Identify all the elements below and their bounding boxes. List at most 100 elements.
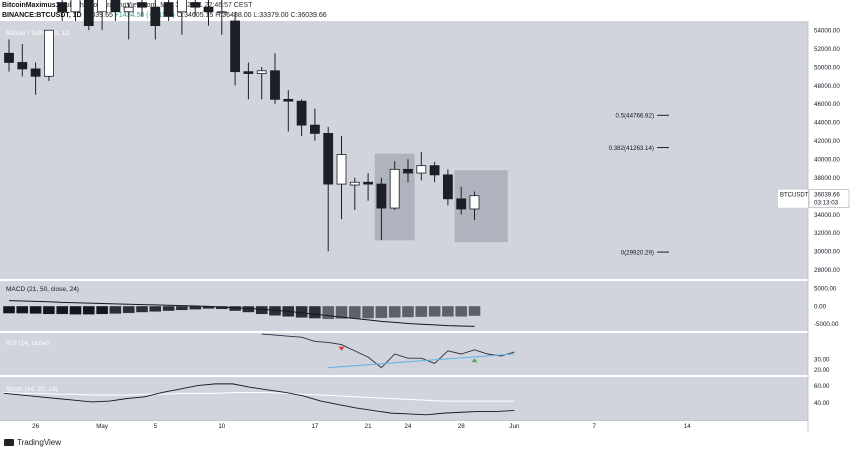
rsi-line [261, 333, 515, 369]
candle-down [230, 20, 241, 73]
macd-histogram-bar [375, 305, 388, 319]
macd-histogram-bar [308, 305, 322, 319]
stoch-tick-label: 60.00 [814, 383, 830, 390]
high-label: H: [215, 12, 223, 19]
time-tick-label: Jun [509, 423, 520, 430]
price-change: +1434.50 (+4.15%) [114, 12, 175, 19]
macd-histogram-bar [122, 305, 135, 314]
high-value: 36488.00 [222, 12, 252, 19]
price-tick-label: 38000.00 [814, 175, 840, 182]
macd-histogram-bar [335, 305, 348, 320]
time-tick-label: May [96, 423, 109, 430]
candle-up [70, 0, 81, 13]
price-tick-label: 42000.00 [814, 138, 840, 145]
candle-down [243, 71, 254, 74]
macd-histogram-bar [135, 305, 149, 313]
macd-histogram-bar [348, 305, 361, 319]
macd-histogram-bar [149, 305, 162, 312]
time-tick-label: 17 [311, 423, 318, 430]
rsi-trendline [328, 353, 515, 369]
macd-histogram-bar [95, 305, 109, 315]
macd-histogram-bar [428, 305, 441, 317]
rsi-tick-label: 20.00 [814, 367, 830, 374]
fib-level-label: 0.5(44766.92) [615, 112, 654, 119]
price-tick-label: 44000.00 [814, 120, 840, 127]
close-label: C: [290, 12, 298, 19]
price-tick-label: 52000.00 [814, 46, 840, 53]
candle-up [336, 154, 347, 185]
candle-up [176, 0, 187, 13]
rsi-tick-label: 30.00 [814, 357, 830, 364]
candle-down [190, 2, 201, 8]
macd-tick-label: -5000.00 [814, 321, 839, 328]
macd-histogram-bar [82, 305, 96, 315]
price-label-box [808, 189, 850, 208]
candle-down [110, 0, 121, 13]
chart-header: BitcoinMaximus1 published on TradingView… [2, 1, 848, 21]
price-tick-label: 54000.00 [814, 28, 840, 35]
price-tick-label: 48000.00 [814, 83, 840, 90]
time-tick-label: 26 [32, 423, 39, 430]
tradingview-logo-icon [4, 439, 14, 446]
publisher-name[interactable]: BitcoinMaximus1 [2, 2, 60, 9]
macd-pane-title: MACD (21, 50, close, 24) [6, 286, 79, 293]
macd-histogram-bar [109, 305, 122, 315]
macd-histogram-bar [162, 305, 175, 312]
macd-histogram-bar [468, 305, 481, 317]
candle-down [442, 174, 453, 200]
macd-tick-label: 5000.00 [814, 285, 837, 292]
macd-histogram-bar [322, 305, 335, 320]
open-value: 34605.15 [184, 12, 214, 19]
price-tick-label: 46000.00 [814, 101, 840, 108]
macd-histogram-bar [29, 305, 42, 315]
candle-down [163, 2, 174, 17]
price-label-bg [778, 189, 808, 208]
candle-down [137, 2, 147, 8]
rsi-arrow-down [338, 346, 345, 351]
candle-down [150, 6, 161, 27]
macd-signal-line [8, 300, 475, 327]
candle-down [83, 0, 94, 27]
stoch-d-line [3, 391, 515, 402]
candle-down [403, 168, 413, 174]
pane-bg-stoch [0, 377, 808, 420]
macd-histogram-bar [175, 305, 189, 311]
candle-up [349, 181, 360, 186]
macd-histogram-bar [455, 305, 468, 317]
candle-down [363, 181, 374, 185]
macd-histogram-bar [388, 305, 401, 318]
symbol-label[interactable]: BINANCE:BTCUSDT, 1D [2, 12, 82, 19]
price-label-value: 36039.66 [814, 192, 840, 199]
fib-level-label: 0.382(41263.14) [609, 145, 654, 152]
macd-histogram-bar [2, 305, 16, 314]
candle-down [57, 2, 68, 13]
last-price: 36039.65 [83, 12, 113, 19]
candle-down [376, 183, 387, 209]
macd-histogram-bar [441, 305, 455, 317]
macd-histogram-bar [42, 305, 56, 315]
time-tick-label: 7 [592, 423, 596, 430]
fib-level-label: 0(29920.29) [621, 249, 654, 256]
candle-up [389, 168, 400, 209]
close-value: 36039.66 [297, 12, 327, 19]
tradingview-logo[interactable]: TradingView [4, 438, 61, 447]
time-tick-label: 24 [405, 423, 412, 430]
open-label: O: [176, 12, 185, 19]
price-tick-label: 32000.00 [814, 230, 840, 237]
price-tick-label: 28000.00 [814, 267, 840, 274]
candle-up [256, 70, 267, 74]
price-tick-label: 34000.00 [814, 212, 840, 219]
candle-down [30, 68, 41, 77]
candle-down [4, 52, 14, 63]
stoch-k-line [3, 383, 515, 416]
candle-down [309, 124, 320, 134]
macd-histogram-bar [361, 305, 375, 319]
publish-info: published on TradingView.com, May 30, 20… [61, 2, 253, 9]
price-label-symbol: BTCUSDT [780, 193, 809, 199]
tradingview-brand: TradingView [17, 438, 62, 447]
candle-down [323, 133, 334, 185]
low-label: L: [253, 12, 260, 19]
candle-down [283, 98, 294, 102]
price-tick-label: 50000.00 [814, 64, 840, 71]
